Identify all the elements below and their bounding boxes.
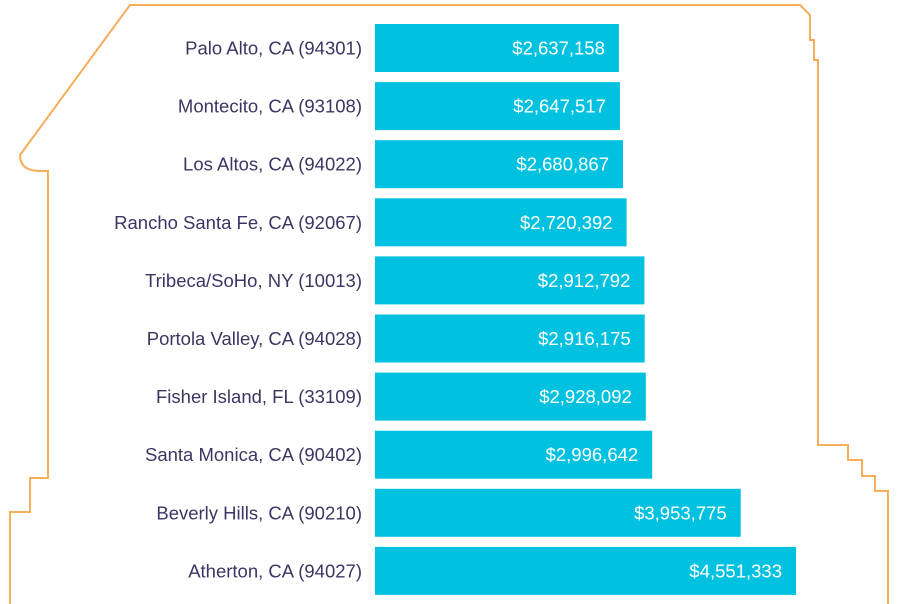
bar-group: Los Altos, CA (94022) $2,680,867 bbox=[183, 140, 623, 189]
category-label: Atherton, CA (94027) bbox=[188, 560, 362, 581]
bar-group: Montecito, CA (93108) $2,647,517 bbox=[178, 82, 620, 131]
bar-group: Tribeca/SoHo, NY (10013) $2,912,792 bbox=[145, 256, 645, 305]
value-label: $2,637,158 bbox=[512, 38, 605, 59]
bar bbox=[375, 314, 645, 363]
bar bbox=[375, 24, 619, 72]
category-label: Santa Monica, CA (90402) bbox=[145, 444, 362, 465]
bar-group: Santa Monica, CA (90402) $2,996,642 bbox=[145, 430, 653, 479]
bar bbox=[375, 82, 620, 131]
bar bbox=[375, 372, 646, 421]
value-label: $2,647,517 bbox=[513, 96, 606, 117]
category-label: Los Altos, CA (94022) bbox=[183, 154, 362, 175]
bar bbox=[375, 488, 741, 537]
value-label: $3,953,775 bbox=[634, 502, 727, 523]
bar-group: Atherton, CA (94027) $4,551,333 bbox=[188, 546, 796, 595]
bar-group: Rancho Santa Fe, CA (92067) $2,720,392 bbox=[114, 198, 627, 247]
bar bbox=[375, 430, 653, 479]
bar-group: Fisher Island, FL (33109) $2,928,092 bbox=[156, 372, 646, 421]
bar-group: Portola Valley, CA (94028) $2,916,175 bbox=[147, 314, 645, 363]
bar-group: Beverly Hills, CA (90210) $3,953,775 bbox=[156, 488, 741, 537]
value-label: $2,928,092 bbox=[539, 386, 632, 407]
bar-group: Palo Alto, CA (94301) $2,637,158 bbox=[185, 24, 619, 72]
bar bbox=[375, 140, 623, 189]
category-label: Rancho Santa Fe, CA (92067) bbox=[114, 212, 362, 233]
value-label: $4,551,333 bbox=[689, 560, 782, 581]
category-label: Palo Alto, CA (94301) bbox=[185, 38, 362, 59]
bar bbox=[375, 198, 627, 247]
bars: Palo Alto, CA (94301) $2,637,158 Montecito… bbox=[114, 24, 796, 595]
category-label: Fisher Island, FL (33109) bbox=[156, 386, 362, 407]
value-label: $2,996,642 bbox=[546, 444, 639, 465]
bar bbox=[375, 546, 796, 595]
building-outline-decoration bbox=[9, 4, 889, 604]
category-label: Beverly Hills, CA (90210) bbox=[156, 502, 362, 523]
value-label: $2,720,392 bbox=[520, 212, 613, 233]
category-label: Tribeca/SoHo, NY (10013) bbox=[145, 270, 362, 291]
value-label: $2,680,867 bbox=[516, 154, 609, 175]
category-label: Montecito, CA (93108) bbox=[178, 96, 362, 117]
category-label: Portola Valley, CA (94028) bbox=[147, 328, 362, 349]
value-label: $2,912,792 bbox=[538, 270, 631, 291]
bar bbox=[375, 256, 645, 305]
value-label: $2,916,175 bbox=[538, 328, 631, 349]
